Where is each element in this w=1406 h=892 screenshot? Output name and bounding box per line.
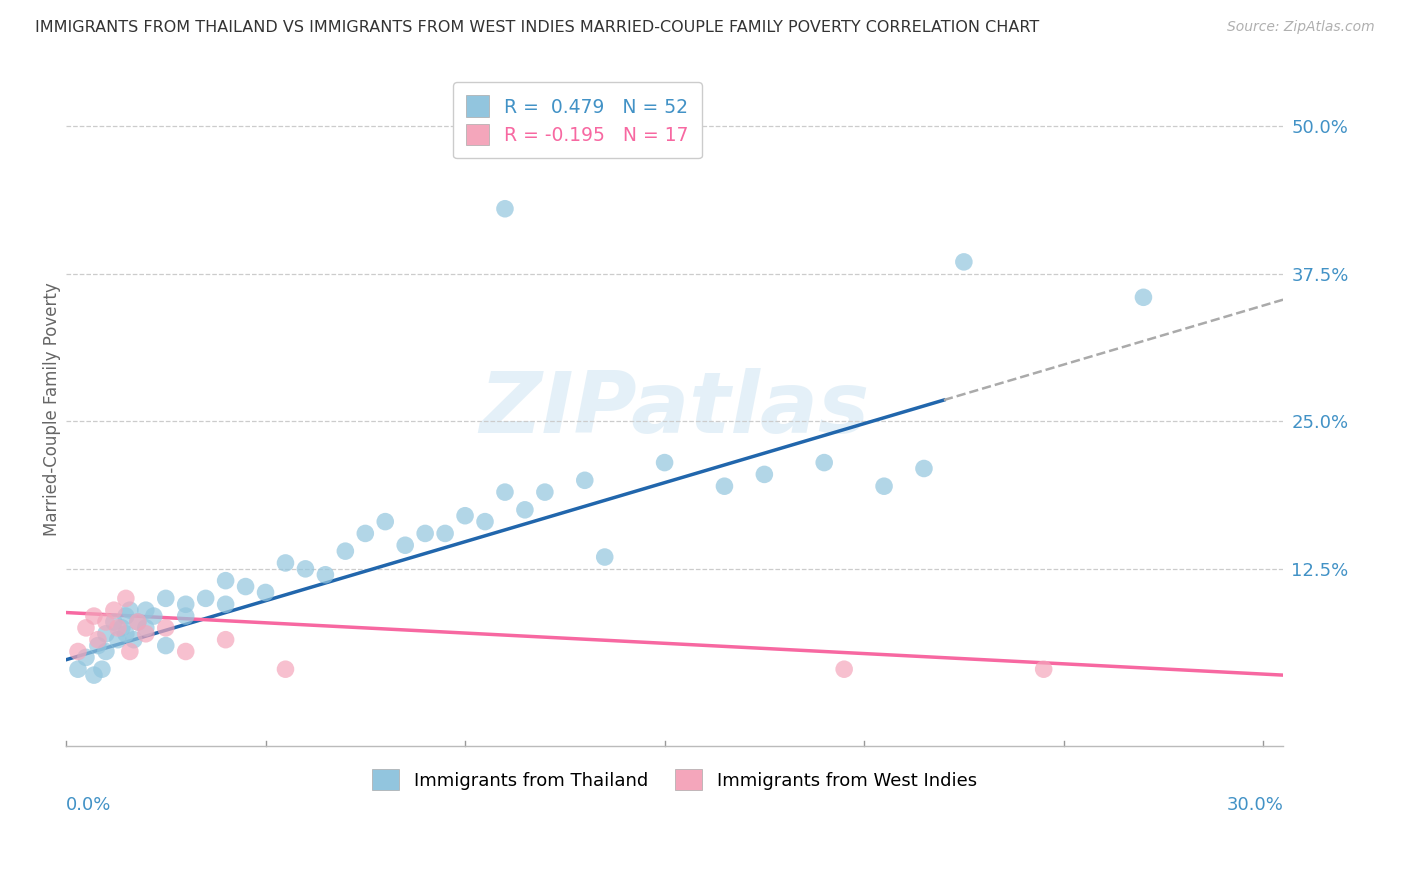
Point (115, 627, 138, 641)
Point (494, 202, 516, 216)
Point (374, 515, 396, 529)
Text: IMMIGRANTS FROM THAILAND VS IMMIGRANTS FROM WEST INDIES MARRIED-COUPLE FAMILY PO: IMMIGRANTS FROM THAILAND VS IMMIGRANTS F… (35, 20, 1039, 35)
Point (654, 456, 676, 470)
Point (912, 461, 935, 475)
Point (214, 597, 236, 611)
Point (294, 562, 316, 576)
Point (87, 639, 110, 653)
Point (111, 621, 134, 635)
Point (87, 632, 110, 647)
Point (713, 479, 735, 493)
Point (813, 456, 835, 470)
Y-axis label: Married-Couple Family Poverty: Married-Couple Family Poverty (44, 283, 60, 536)
Point (214, 574, 236, 588)
Point (1032, 662, 1054, 676)
Point (90, 662, 112, 676)
Point (135, 603, 157, 617)
Point (155, 639, 177, 653)
Point (103, 603, 125, 617)
Point (118, 603, 141, 617)
Point (127, 615, 149, 629)
Point (83, 609, 105, 624)
Point (354, 526, 377, 541)
Text: Source: ZipAtlas.com: Source: ZipAtlas.com (1227, 20, 1375, 34)
Text: 30.0%: 30.0% (1226, 796, 1284, 814)
Point (174, 597, 197, 611)
Point (953, 255, 976, 269)
Point (75, 621, 97, 635)
Point (94, 644, 117, 658)
Point (94, 627, 117, 641)
Point (314, 567, 336, 582)
Point (174, 644, 197, 658)
Point (135, 621, 157, 635)
Point (118, 644, 141, 658)
Point (1132, 290, 1154, 304)
Point (115, 591, 138, 606)
Point (66, 644, 89, 658)
Point (66, 662, 89, 676)
Point (254, 585, 277, 599)
Point (474, 515, 496, 529)
Point (94, 615, 117, 629)
Point (494, 485, 516, 500)
Point (107, 632, 129, 647)
Point (142, 609, 165, 624)
Point (832, 662, 855, 676)
Legend: Immigrants from Thailand, Immigrants from West Indies: Immigrants from Thailand, Immigrants fro… (366, 762, 984, 797)
Point (434, 526, 457, 541)
Point (155, 591, 177, 606)
Point (394, 538, 416, 552)
Point (593, 549, 616, 564)
Point (513, 503, 536, 517)
Point (127, 615, 149, 629)
Text: 0.0%: 0.0% (66, 796, 111, 814)
Point (274, 556, 297, 570)
Point (413, 526, 436, 541)
Point (135, 627, 157, 641)
Point (122, 632, 145, 647)
Point (83, 668, 105, 682)
Point (107, 621, 129, 635)
Point (214, 632, 236, 647)
Point (235, 580, 257, 594)
Point (75, 650, 97, 665)
Point (194, 591, 217, 606)
Point (335, 544, 357, 558)
Point (534, 485, 557, 500)
Point (454, 508, 477, 523)
Point (155, 621, 177, 635)
Point (115, 609, 138, 624)
Point (174, 609, 197, 624)
Text: ZIPatlas: ZIPatlas (479, 368, 870, 451)
Point (754, 467, 776, 482)
Point (873, 479, 896, 493)
Point (574, 473, 596, 487)
Point (103, 615, 125, 629)
Point (274, 662, 297, 676)
